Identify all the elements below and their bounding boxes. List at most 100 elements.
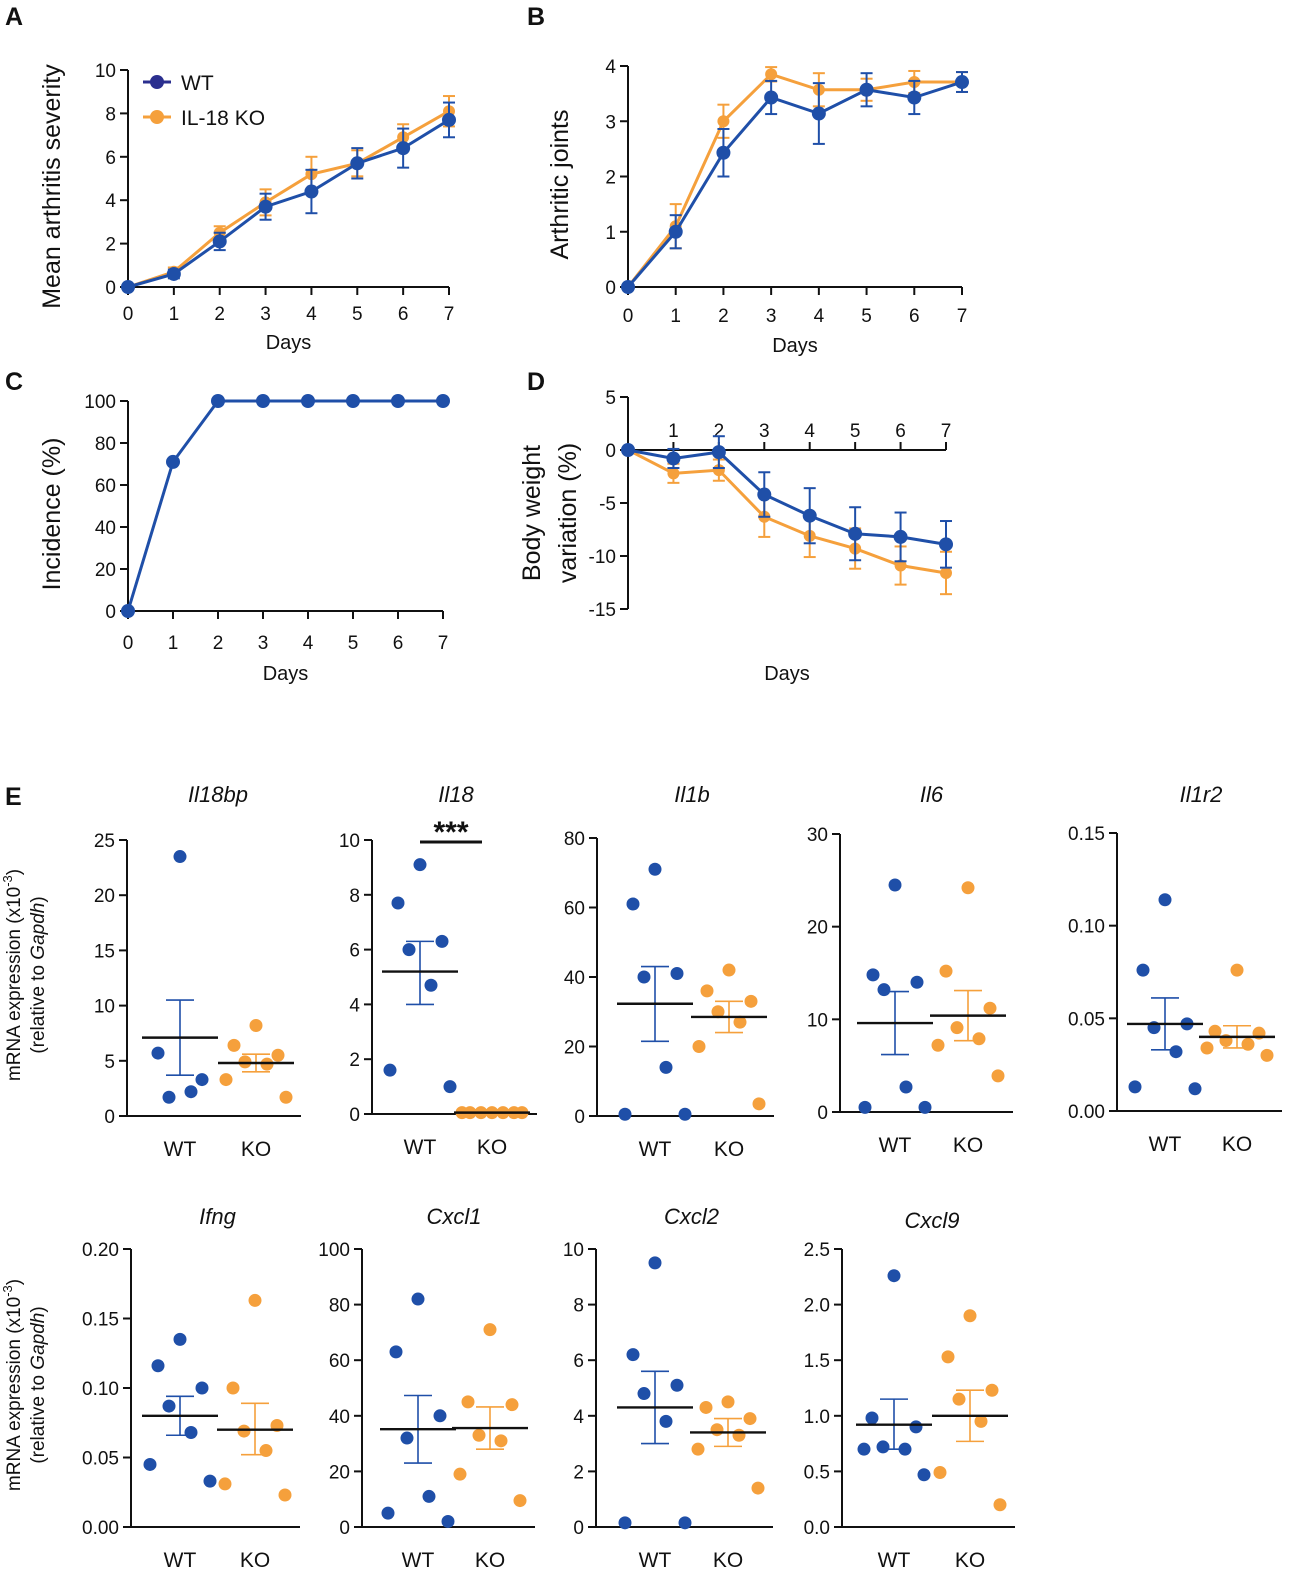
e-il1b-wt-point xyxy=(626,897,640,911)
e-il6-wt-point xyxy=(866,968,880,982)
e-il18-ytick-label: 10 xyxy=(339,831,360,852)
chart-a-ytick-label: 2 xyxy=(105,235,116,256)
e-cxcl9-ko-point xyxy=(952,1392,966,1406)
e-il1b-ko-point xyxy=(722,963,736,977)
e-ifng-ytick-label: 0.00 xyxy=(82,1518,119,1539)
chart-a-ylabel: Mean arthritis severity xyxy=(38,64,66,309)
e-cxcl1: 0 20 40 60 80 100 Cxcl1 WT KO xyxy=(318,1204,535,1572)
chart-b-wt-point xyxy=(907,90,922,105)
e-cxcl9-wt-point xyxy=(917,1468,931,1482)
chart-c-wt-point xyxy=(256,394,270,408)
e-cxcl9-ko-point xyxy=(963,1309,977,1323)
e-il18bp-ytick-label: 0 xyxy=(104,1107,115,1128)
e-il6-ko-point xyxy=(991,1069,1005,1083)
chart-a-wt-point xyxy=(258,199,273,214)
e-il1r2-ko-point xyxy=(1208,1024,1222,1038)
chart-c-wt-point xyxy=(301,394,315,408)
e-il1r2-ko-point xyxy=(1230,963,1244,977)
chart-a-xtick-label: 0 xyxy=(123,304,134,325)
e-cxcl1-ko-point xyxy=(494,1434,508,1448)
e-il6-gene-title: Il6 xyxy=(920,782,944,807)
e-cxcl1-gene-title: Cxcl1 xyxy=(426,1204,481,1229)
chart-d-xtick-label: 6 xyxy=(895,421,906,442)
chart-d-ko-point xyxy=(894,559,907,572)
e-cxcl2-ytick-label: 4 xyxy=(573,1407,584,1428)
e-cxcl2-gene-title: Cxcl2 xyxy=(664,1204,719,1229)
e-il1b-ytick-label: 40 xyxy=(564,968,585,989)
chart-b-ko-point xyxy=(717,115,730,128)
e-ifng-wt-point xyxy=(173,1332,187,1346)
e-il1b-ytick-label: 80 xyxy=(564,829,585,850)
e-il1r2-ko-point xyxy=(1200,1041,1214,1055)
e-il1r2-gene-title: Il1r2 xyxy=(1180,782,1223,807)
e-il1r2-wt-point xyxy=(1128,1080,1142,1094)
e-il1r2-wt-point xyxy=(1158,893,1172,907)
chart-d-xtick-label: 5 xyxy=(850,421,861,442)
e-il1r2-category-label: WT xyxy=(1149,1133,1182,1156)
chart-b-wt-point xyxy=(716,145,731,160)
chart-a-xtick-label: 2 xyxy=(214,304,225,325)
chart-c-xtick-label: 5 xyxy=(348,633,359,654)
e-cxcl9-wt-point xyxy=(876,1440,890,1454)
e-cxcl1-wt-point xyxy=(381,1506,395,1520)
e-il18bp-category-label: WT xyxy=(164,1138,197,1161)
chart-b: 0 1 2 3 4 0 1 2 3 4 5 6 7 Days Arthritic joints xyxy=(546,57,969,357)
e-cxcl1-ytick-label: 20 xyxy=(329,1462,350,1483)
chart-b-xtick-label: 7 xyxy=(957,306,968,327)
e-cxcl2-wt-point xyxy=(648,1256,662,1270)
chart-c-xtick-label: 7 xyxy=(438,633,449,654)
e-cxcl1-category-label: KO xyxy=(475,1549,505,1572)
e-il6-category-label: WT xyxy=(879,1134,912,1157)
chart-d-xtick-label: 4 xyxy=(804,421,815,442)
e-il1b-ytick-label: 60 xyxy=(564,899,585,920)
e-ylabel-row1-line2: (relative to Gapdh) xyxy=(28,896,49,1053)
e-cxcl9-ko-point xyxy=(974,1414,988,1428)
chart-c: 0 20 40 60 80 100 0 1 2 3 4 5 6 7 Days Incidence (%) xyxy=(38,392,450,685)
e-ifng-ytick-label: 0.15 xyxy=(82,1310,119,1331)
chart-a-ytick-label: 8 xyxy=(105,104,116,125)
chart-a-wt-point xyxy=(166,266,181,281)
e-il1b-ko-point xyxy=(700,984,714,998)
e-cxcl2-ko-point xyxy=(710,1423,724,1437)
e-il6-ytick-label: 10 xyxy=(807,1010,828,1031)
e-cxcl1-wt-point xyxy=(400,1431,414,1445)
chart-a-wt-point xyxy=(304,184,319,199)
e-cxcl1-wt-point xyxy=(389,1345,403,1359)
e-cxcl9-ytick-label: 0.5 xyxy=(804,1462,830,1483)
chart-d-wt-point xyxy=(848,526,863,541)
chart-d-wt-point xyxy=(757,487,772,502)
e-il18bp-ytick-label: 25 xyxy=(94,831,115,852)
e-cxcl2-ytick-label: 8 xyxy=(573,1296,584,1317)
chart-d-xlabel: Days xyxy=(764,663,810,685)
chart-b-xtick-label: 6 xyxy=(909,306,920,327)
chart-c-xtick-label: 0 xyxy=(123,633,134,654)
chart-b-ko-line xyxy=(626,72,962,288)
chart-a-xtick-label: 1 xyxy=(169,304,180,325)
chart-a-wt-point xyxy=(212,234,227,249)
e-il6-category-label: KO xyxy=(953,1134,983,1157)
panel-letter-e: E xyxy=(5,783,22,811)
e-ylabel-row2: mRNA expression (x10-3) (relative to Gap… xyxy=(0,1279,49,1491)
e-cxcl9-ytick-label: 0.0 xyxy=(804,1518,830,1539)
e-il1r2-ytick-label: 0.15 xyxy=(1068,824,1105,845)
chart-a-xtick-label: 5 xyxy=(352,304,363,325)
chart-b-wt-point xyxy=(811,106,826,121)
e-cxcl2-ytick-label: 6 xyxy=(573,1351,584,1372)
e-il1r2-ytick-label: 0.05 xyxy=(1068,1009,1105,1030)
chart-c-xlabel: Days xyxy=(263,663,309,685)
e-il6-ko-point xyxy=(983,1001,997,1015)
e-il18bp-ko-point xyxy=(249,1018,263,1032)
chart-a-xtick-label: 7 xyxy=(444,304,455,325)
e-il18bp-ko-point xyxy=(271,1048,285,1062)
e-il1r2-category-label: KO xyxy=(1222,1133,1252,1156)
e-il1b-wt-point xyxy=(659,1060,673,1074)
e-ylabel-row1-line1: mRNA expression (x10-3) xyxy=(0,869,25,1081)
chart-c-wt-point xyxy=(346,394,360,408)
e-il18-wt-point xyxy=(435,934,449,948)
panel-letter-b: B xyxy=(527,3,545,31)
e-il1b-ko-point xyxy=(711,1005,725,1019)
chart-d-wt-point xyxy=(711,445,726,460)
e-il18-wt-point xyxy=(391,896,405,910)
chart-a-ytick-label: 10 xyxy=(95,61,116,82)
